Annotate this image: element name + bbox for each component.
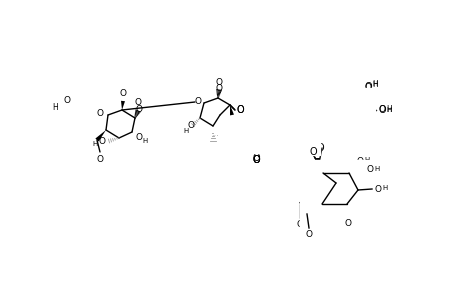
Text: O: O — [374, 184, 381, 194]
Polygon shape — [315, 158, 319, 168]
Text: O: O — [364, 82, 371, 91]
Text: O: O — [135, 106, 142, 115]
Text: O: O — [292, 163, 300, 173]
Text: O: O — [366, 166, 373, 175]
Text: O: O — [252, 155, 259, 165]
Text: H: H — [374, 166, 379, 172]
Text: O: O — [378, 106, 385, 115]
Polygon shape — [230, 105, 234, 116]
Text: O: O — [135, 134, 142, 142]
Text: O: O — [332, 211, 339, 220]
Text: H: H — [372, 176, 377, 182]
Bar — [314, 88, 374, 130]
Polygon shape — [305, 204, 321, 216]
Text: O: O — [252, 155, 259, 165]
Text: ···: ··· — [211, 133, 218, 142]
Polygon shape — [298, 196, 313, 206]
Text: H: H — [364, 157, 369, 163]
Text: H: H — [372, 81, 377, 87]
Text: O: O — [235, 105, 243, 115]
Text: H: H — [371, 80, 377, 88]
Text: H: H — [142, 138, 147, 144]
Text: O: O — [356, 158, 363, 166]
Text: O: O — [215, 83, 222, 92]
Text: O: O — [305, 230, 312, 239]
Text: O: O — [119, 88, 126, 98]
Bar — [235, 88, 283, 153]
Text: O: O — [134, 98, 141, 106]
Bar — [285, 145, 309, 175]
Polygon shape — [308, 138, 315, 147]
Text: O: O — [235, 105, 243, 115]
Text: O: O — [194, 97, 201, 106]
Text: O: O — [252, 155, 259, 165]
Text: O: O — [344, 220, 351, 229]
Text: O: O — [252, 153, 259, 163]
Text: O: O — [96, 154, 103, 164]
Polygon shape — [95, 130, 106, 142]
Text: O: O — [187, 122, 194, 130]
Text: H: H — [52, 103, 58, 112]
Text: O: O — [308, 147, 316, 157]
Text: H: H — [183, 128, 188, 134]
Polygon shape — [319, 165, 323, 173]
Polygon shape — [347, 181, 362, 185]
Text: O: O — [63, 95, 70, 104]
Text: O: O — [235, 105, 243, 115]
Text: O: O — [292, 163, 300, 173]
Text: O: O — [96, 109, 103, 118]
Text: O: O — [315, 143, 323, 153]
Text: O: O — [364, 82, 371, 92]
Text: H: H — [385, 106, 391, 115]
Text: O: O — [291, 163, 299, 173]
Text: O: O — [215, 77, 222, 86]
Text: H: H — [92, 141, 97, 147]
Bar — [259, 100, 319, 155]
Bar — [299, 160, 419, 300]
Polygon shape — [308, 138, 314, 148]
Text: O: O — [308, 147, 316, 157]
Polygon shape — [121, 101, 125, 110]
Polygon shape — [308, 138, 314, 148]
Text: O: O — [296, 220, 303, 230]
Text: H: H — [381, 185, 387, 191]
Text: O: O — [364, 176, 371, 185]
Text: H: H — [386, 107, 391, 113]
Text: O: O — [98, 137, 105, 146]
Text: O: O — [235, 105, 243, 115]
Text: O: O — [377, 105, 385, 115]
